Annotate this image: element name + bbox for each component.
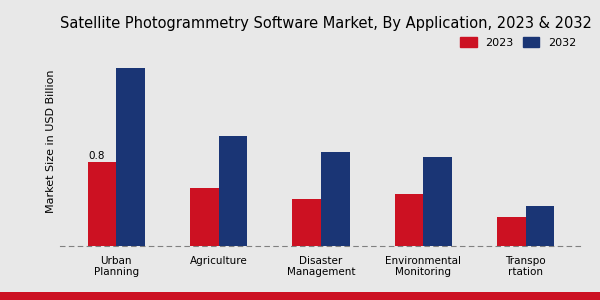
Bar <box>292 199 321 246</box>
Bar <box>116 68 145 246</box>
Legend: 2023, 2032: 2023, 2032 <box>460 38 577 48</box>
Bar <box>424 157 452 246</box>
Text: Satellite Photogrammetry Software Market, By Application, 2023 & 2032: Satellite Photogrammetry Software Market… <box>60 16 592 31</box>
Bar <box>190 188 218 246</box>
Bar <box>395 194 424 246</box>
Bar <box>497 217 526 246</box>
Bar <box>88 162 116 246</box>
Y-axis label: Market Size in USD Billion: Market Size in USD Billion <box>46 69 56 213</box>
Bar <box>218 136 247 246</box>
Text: 0.8: 0.8 <box>89 151 105 161</box>
Bar <box>321 152 350 246</box>
Bar <box>526 206 554 246</box>
